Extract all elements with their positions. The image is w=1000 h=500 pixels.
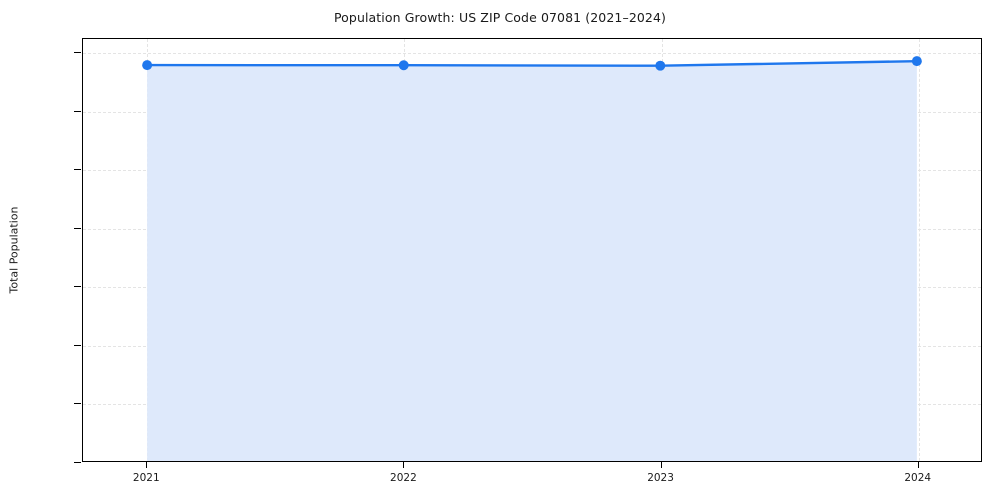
y-tick-mark — [74, 110, 81, 112]
data-point-marker[interactable] — [398, 60, 409, 71]
y-tick-mark — [74, 169, 81, 171]
area-fill — [147, 61, 917, 461]
x-tick-mark — [660, 461, 662, 468]
y-tick-mark — [74, 286, 81, 288]
gridline-vertical — [918, 39, 920, 461]
data-point-marker[interactable] — [655, 60, 666, 71]
x-tick-label: 2022 — [390, 472, 417, 484]
data-point-marker[interactable] — [911, 56, 922, 67]
series-layer — [142, 56, 922, 461]
y-tick-mark — [74, 344, 81, 346]
y-tick-mark — [74, 403, 81, 405]
y-tick-mark — [74, 462, 81, 463]
y-tick-mark — [74, 52, 81, 54]
y-axis-label: Total Population — [7, 206, 21, 294]
x-tick-label: 2024 — [904, 472, 932, 484]
chart-title: Population Growth: US ZIP Code 07081 (20… — [333, 10, 667, 25]
x-tick-mark — [403, 461, 405, 468]
data-point-marker[interactable] — [142, 60, 153, 71]
plot-area — [82, 38, 982, 462]
gridline-horizontal — [83, 53, 981, 55]
x-tick-mark — [917, 461, 919, 468]
y-tick-mark — [74, 227, 81, 229]
x-tick-label: 2023 — [647, 472, 674, 484]
x-tick-label: 2021 — [132, 472, 160, 484]
x-tick-mark — [146, 461, 148, 468]
series-line — [145, 59, 919, 67]
plot-inner — [83, 39, 981, 461]
